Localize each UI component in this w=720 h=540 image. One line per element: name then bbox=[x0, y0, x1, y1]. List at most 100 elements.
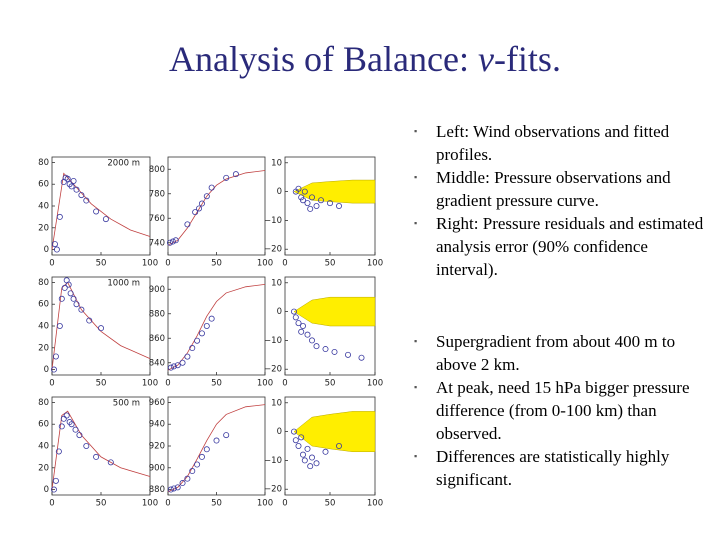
observation bbox=[70, 177, 77, 184]
observation bbox=[301, 457, 308, 464]
fit-curve bbox=[51, 281, 151, 370]
observation bbox=[198, 200, 205, 207]
observation bbox=[304, 200, 311, 207]
observation bbox=[184, 475, 191, 482]
observation bbox=[56, 322, 63, 329]
y-tick-label: 20 bbox=[38, 223, 49, 233]
observation bbox=[208, 315, 215, 322]
observation bbox=[295, 185, 302, 192]
fit-curve bbox=[167, 170, 266, 246]
observation bbox=[290, 308, 297, 315]
observation bbox=[83, 197, 90, 204]
observation bbox=[52, 353, 59, 360]
observation bbox=[167, 486, 174, 493]
observation bbox=[298, 434, 305, 441]
observation bbox=[174, 484, 181, 491]
observation bbox=[184, 221, 191, 228]
y-tick-label: 880 bbox=[149, 485, 165, 495]
observation bbox=[170, 485, 177, 492]
y-tick-label: 840 bbox=[149, 358, 165, 368]
observation bbox=[301, 188, 308, 195]
observation bbox=[70, 295, 77, 302]
observation bbox=[223, 174, 230, 181]
observation bbox=[179, 480, 186, 487]
observation bbox=[67, 290, 74, 297]
observation bbox=[83, 442, 90, 449]
observation bbox=[86, 317, 93, 324]
observation bbox=[53, 246, 60, 253]
y-tick-label: 10 bbox=[271, 278, 282, 288]
observation bbox=[93, 453, 100, 460]
y-tick-label: 80 bbox=[38, 398, 49, 408]
title-text: -fits. bbox=[493, 39, 561, 79]
x-tick-label: 100 bbox=[257, 499, 273, 509]
observation bbox=[63, 412, 70, 419]
observation bbox=[203, 193, 210, 200]
x-tick-label: 0 bbox=[165, 379, 170, 389]
y-tick-label: −10 bbox=[264, 336, 282, 346]
y-tick-label: 800 bbox=[149, 165, 165, 175]
x-tick-label: 50 bbox=[96, 259, 107, 269]
plot-frame bbox=[51, 156, 151, 256]
fit-curve bbox=[167, 404, 266, 493]
y-tick-label: 80 bbox=[38, 158, 49, 168]
observation bbox=[290, 428, 297, 435]
x-tick-label: 0 bbox=[282, 259, 287, 269]
y-tick-label: 920 bbox=[149, 442, 165, 452]
observation bbox=[78, 306, 85, 313]
x-tick-label: 100 bbox=[367, 499, 383, 509]
title-symbol: v bbox=[477, 39, 494, 79]
y-tick-label: 80 bbox=[38, 278, 49, 288]
observation bbox=[358, 354, 365, 361]
observation bbox=[194, 461, 201, 468]
x-tick-label: 0 bbox=[49, 499, 54, 509]
x-tick-label: 0 bbox=[282, 379, 287, 389]
x-tick-label: 100 bbox=[367, 379, 383, 389]
observation bbox=[166, 239, 173, 246]
observation bbox=[213, 437, 220, 444]
title-text: Analysis of Balance: bbox=[169, 39, 478, 79]
observation bbox=[58, 295, 65, 302]
bullet: Left: Wind observations and fitted profi… bbox=[414, 120, 714, 166]
y-tick-label: 0 bbox=[44, 245, 49, 255]
y-tick-label: 20 bbox=[38, 343, 49, 353]
y-tick-label: 0 bbox=[277, 187, 282, 197]
y-tick-label: 60 bbox=[38, 180, 49, 190]
observation bbox=[308, 454, 315, 461]
observation bbox=[304, 445, 311, 452]
observation bbox=[295, 442, 302, 449]
observation bbox=[198, 453, 205, 460]
observation bbox=[107, 459, 114, 466]
observation bbox=[299, 197, 306, 204]
bullet: Middle: Pressure observations and gradie… bbox=[414, 166, 714, 212]
observation bbox=[203, 446, 210, 453]
y-tick-label: 20 bbox=[38, 463, 49, 473]
observation bbox=[55, 448, 62, 455]
bullet-list: Left: Wind observations and fitted profi… bbox=[414, 120, 714, 281]
observation bbox=[322, 346, 329, 353]
y-tick-label: 760 bbox=[149, 214, 165, 224]
y-tick-label: 0 bbox=[44, 485, 49, 495]
y-tick-label: 10 bbox=[271, 158, 282, 168]
y-tick-label: 960 bbox=[149, 398, 165, 408]
x-tick-label: 50 bbox=[211, 499, 222, 509]
observation bbox=[68, 183, 75, 190]
observation bbox=[179, 359, 186, 366]
title: Analysis of Balance: v-fits. bbox=[0, 38, 720, 80]
observation bbox=[313, 343, 320, 350]
fit-curve bbox=[51, 410, 151, 490]
y-tick-label: 860 bbox=[149, 334, 165, 344]
observation bbox=[184, 353, 191, 360]
observation bbox=[326, 200, 333, 207]
bullet-list: Supergradient from about 400 m to above … bbox=[414, 330, 714, 491]
observation bbox=[58, 423, 65, 430]
y-tick-label: 40 bbox=[38, 202, 49, 212]
observation bbox=[50, 486, 57, 493]
fit-curve bbox=[167, 283, 266, 371]
x-tick-label: 0 bbox=[282, 499, 287, 509]
observation bbox=[299, 451, 306, 458]
observation bbox=[167, 364, 174, 371]
y-tick-label: 40 bbox=[38, 322, 49, 332]
x-tick-label: 0 bbox=[49, 259, 54, 269]
